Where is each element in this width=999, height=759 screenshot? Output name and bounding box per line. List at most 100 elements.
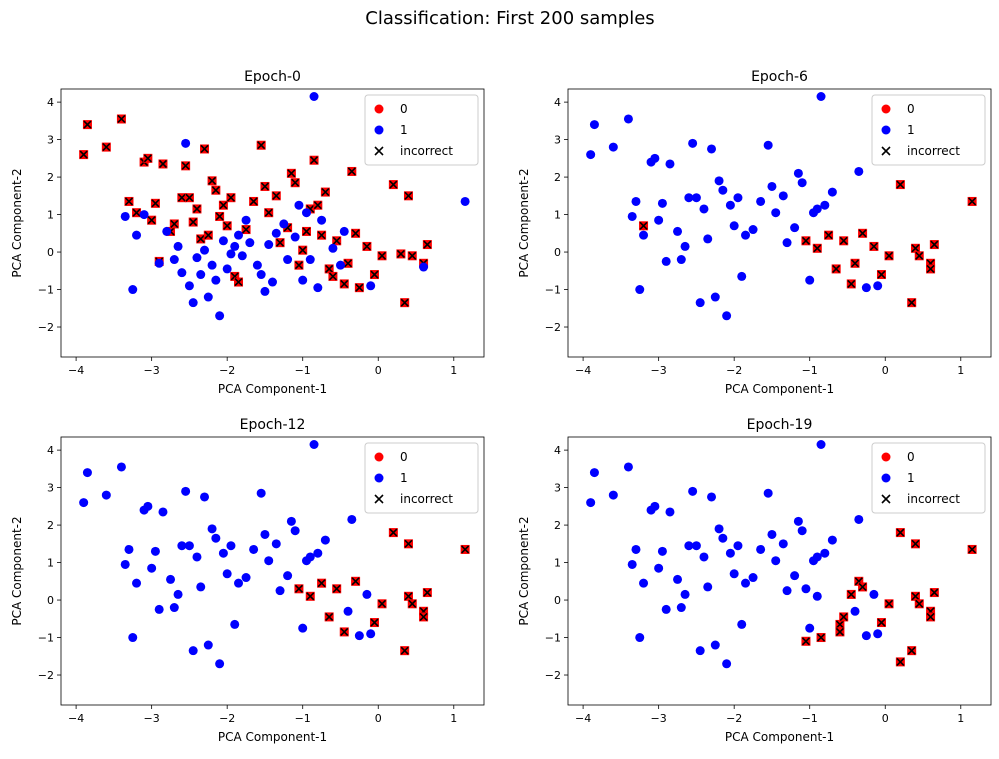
data-point-class1 [309, 91, 319, 101]
incorrect-marker [321, 188, 330, 197]
data-point-class1 [328, 243, 338, 253]
data-point-class1 [793, 168, 803, 178]
incorrect-marker [877, 270, 886, 279]
incorrect-marker [260, 182, 270, 191]
data-point-class1 [635, 633, 645, 643]
data-point-class1 [120, 211, 130, 221]
legend: 0 1 incorrect [364, 94, 479, 166]
data-point-class1 [767, 529, 777, 539]
x-tick-label: −3 [651, 712, 667, 725]
incorrect-marker [340, 279, 349, 288]
y-tick-label: 3 [47, 482, 54, 495]
data-point-class1 [215, 659, 225, 669]
incorrect-marker [189, 217, 198, 227]
data-point-class1 [710, 292, 720, 302]
incorrect-marker [930, 588, 939, 597]
data-point-class1 [237, 251, 247, 261]
incorrect-marker [208, 176, 217, 185]
data-point-class1 [203, 292, 213, 302]
data-point-class1 [211, 275, 221, 285]
data-point-class1 [729, 221, 739, 231]
data-point-class1 [196, 270, 206, 280]
y-tick-label: 0 [47, 246, 54, 259]
x-axis-label: PCA Component-1 [725, 730, 834, 744]
data-point-class1 [778, 191, 788, 201]
legend-marker-1 [881, 125, 891, 135]
incorrect-marker [294, 584, 304, 593]
incorrect-marker [801, 236, 811, 245]
data-point-class1 [790, 571, 800, 581]
data-point-class1 [230, 619, 240, 629]
data-point-class1 [207, 260, 217, 270]
y-tick-label: −1 [38, 284, 54, 297]
data-point-class1 [207, 524, 217, 534]
data-point-class1 [763, 488, 773, 498]
data-point-class1 [245, 238, 255, 248]
y-tick-label: 3 [47, 134, 54, 147]
y-tick-label: 3 [554, 134, 561, 147]
data-point-class1 [158, 507, 168, 517]
data-point-class1 [763, 140, 773, 150]
incorrect-marker [347, 167, 356, 176]
legend-label: 1 [907, 471, 915, 485]
data-point-class1 [162, 226, 172, 236]
data-point-class1 [283, 571, 293, 581]
data-point-class1 [166, 574, 176, 584]
data-point-class1 [298, 275, 308, 285]
incorrect-marker [801, 637, 811, 646]
data-point-class1 [699, 204, 709, 214]
data-point-class1 [654, 563, 664, 573]
incorrect-marker [291, 178, 300, 187]
incorrect-marker [124, 197, 134, 206]
incorrect-marker [839, 236, 848, 245]
data-point-class1 [797, 526, 807, 536]
legend-box [364, 442, 479, 514]
subplot-4: Epoch-19 −4 −3 −2 −1 0 1 −2 −1 0 1 2 3 4 PCA Component… [517, 417, 992, 744]
incorrect-marker [896, 657, 905, 666]
data-point-class1 [718, 533, 728, 543]
data-point-class1 [801, 584, 811, 594]
incorrect-marker [930, 240, 939, 249]
data-point-class1 [861, 283, 871, 293]
y-tick-label: −2 [38, 321, 54, 334]
data-point-class1 [320, 535, 330, 545]
y-tick-label: 4 [554, 96, 561, 109]
data-point-class1 [260, 286, 270, 296]
data-point-class1 [812, 204, 822, 214]
data-point-class1 [608, 490, 618, 500]
data-point-class1 [283, 255, 293, 265]
incorrect-marker [832, 264, 841, 273]
data-point-class1 [790, 223, 800, 233]
data-point-class1 [733, 193, 743, 203]
data-point-class1 [718, 185, 728, 195]
data-point-class1 [627, 559, 637, 569]
legend-marker-0 [881, 104, 891, 114]
data-point-class1 [298, 623, 308, 633]
data-point-class1 [639, 230, 649, 240]
data-point-class1 [256, 488, 266, 498]
data-point-class1 [873, 281, 883, 291]
x-tick-label: −3 [651, 364, 667, 377]
data-point-class1 [707, 144, 717, 154]
axes-frame [60, 436, 485, 706]
incorrect-marker [362, 242, 371, 251]
x-tick-label: −2 [219, 712, 235, 725]
legend-marker-incorrect [374, 146, 384, 156]
data-point-class1 [116, 462, 126, 472]
x-tick-label: −1 [802, 712, 818, 725]
y-tick-label: 4 [554, 444, 561, 457]
incorrect-marker [351, 577, 360, 586]
data-point-class1 [812, 552, 822, 562]
data-point-class1 [366, 281, 376, 291]
data-point-class1 [279, 219, 289, 229]
y-axis-label: PCA Component-2 [517, 516, 531, 625]
y-axis-label: PCA Component-2 [10, 516, 24, 625]
incorrect-marker [264, 208, 273, 217]
data-point-class1 [657, 198, 667, 208]
data-point-class1 [793, 516, 803, 526]
series-1 [586, 439, 883, 669]
incorrect-marker [850, 259, 860, 268]
data-point-class1 [79, 498, 89, 508]
data-point-class1 [684, 193, 694, 203]
data-point-class1 [200, 245, 210, 255]
